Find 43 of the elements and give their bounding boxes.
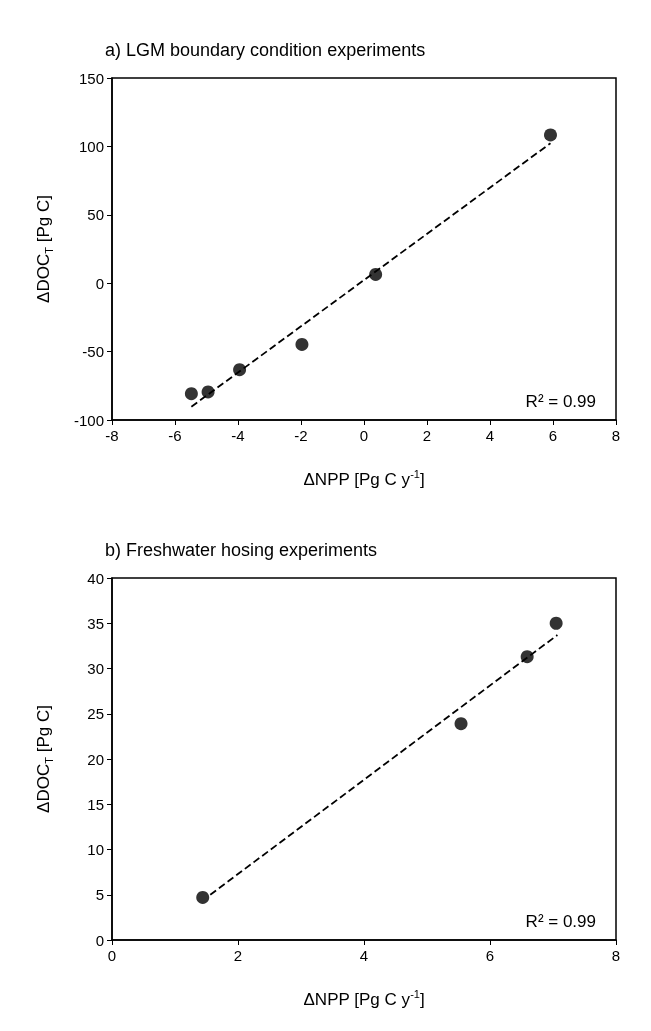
- point: [196, 890, 210, 904]
- point: [233, 363, 247, 377]
- chart-title: b) Freshwater hosing experiments: [105, 540, 378, 560]
- y-tick-label: 0: [95, 274, 104, 292]
- chart-title: a) LGM boundary condition experiments: [105, 40, 426, 60]
- y-tick-label: 0: [95, 931, 104, 949]
- y-tick-label: 40: [87, 569, 104, 587]
- x-tick-label: 0: [359, 427, 369, 444]
- x-tick-label: 2: [233, 947, 243, 964]
- x-tick-label: -6: [168, 427, 182, 444]
- y-tick-label: -100: [73, 411, 104, 429]
- y-tick-label: 10: [87, 841, 104, 858]
- annotation: R² = 0.99: [525, 392, 597, 411]
- x-tick-label: 0: [107, 947, 117, 964]
- x-tick-label: 8: [611, 427, 621, 444]
- point: [295, 337, 309, 351]
- x-tick-label: -8: [105, 427, 119, 444]
- x-tick-label: -4: [231, 427, 245, 444]
- x-tick-label: 4: [485, 427, 495, 444]
- annotation: R² = 0.99: [525, 912, 597, 931]
- point: [201, 385, 215, 399]
- x-tick-label: -2: [294, 427, 308, 444]
- y-tick-label: 20: [87, 750, 104, 768]
- y-tick-label: 35: [87, 614, 104, 632]
- y-tick-label: 100: [78, 137, 104, 155]
- x-tick-label: 6: [548, 427, 558, 444]
- point: [184, 387, 198, 401]
- y-tick-label: -50: [82, 343, 104, 361]
- point: [520, 650, 534, 664]
- x-tick-label: 4: [359, 947, 369, 964]
- y-tick-label: 5: [95, 886, 104, 904]
- point: [454, 717, 468, 731]
- y-tick-label: 50: [87, 206, 104, 224]
- point: [549, 616, 563, 630]
- y-tick-label: 25: [87, 705, 104, 723]
- x-tick-label: 6: [485, 947, 495, 964]
- point: [369, 267, 383, 281]
- y-tick-label: 15: [87, 795, 104, 813]
- point: [543, 128, 557, 142]
- x-tick-label: 8: [611, 947, 621, 964]
- y-tick-label: 30: [87, 660, 104, 677]
- x-tick-label: 2: [422, 427, 432, 444]
- y-tick-label: 150: [78, 69, 104, 87]
